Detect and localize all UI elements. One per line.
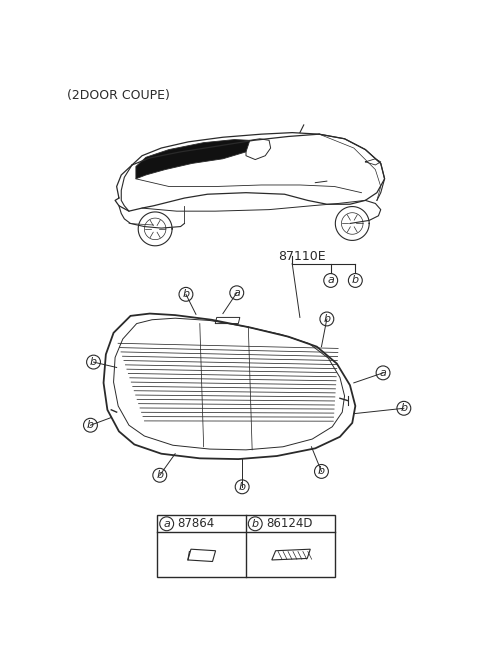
Text: 87110E: 87110E — [278, 251, 326, 264]
Text: b: b — [87, 420, 94, 430]
Text: 87864: 87864 — [178, 518, 215, 530]
Text: b: b — [324, 314, 330, 324]
Polygon shape — [136, 140, 250, 179]
Text: b: b — [182, 289, 190, 299]
Text: b: b — [90, 357, 97, 367]
Text: a: a — [380, 368, 386, 378]
Text: 86124D: 86124D — [266, 518, 312, 530]
Text: (2DOOR COUPE): (2DOOR COUPE) — [67, 89, 170, 102]
Text: b: b — [239, 482, 246, 492]
Text: a: a — [327, 276, 334, 285]
Text: b: b — [252, 519, 259, 529]
Text: a: a — [163, 519, 170, 529]
Text: b: b — [318, 466, 325, 476]
Text: b: b — [352, 276, 359, 285]
Text: a: a — [233, 288, 240, 298]
Text: b: b — [156, 470, 163, 480]
Text: b: b — [400, 403, 408, 413]
